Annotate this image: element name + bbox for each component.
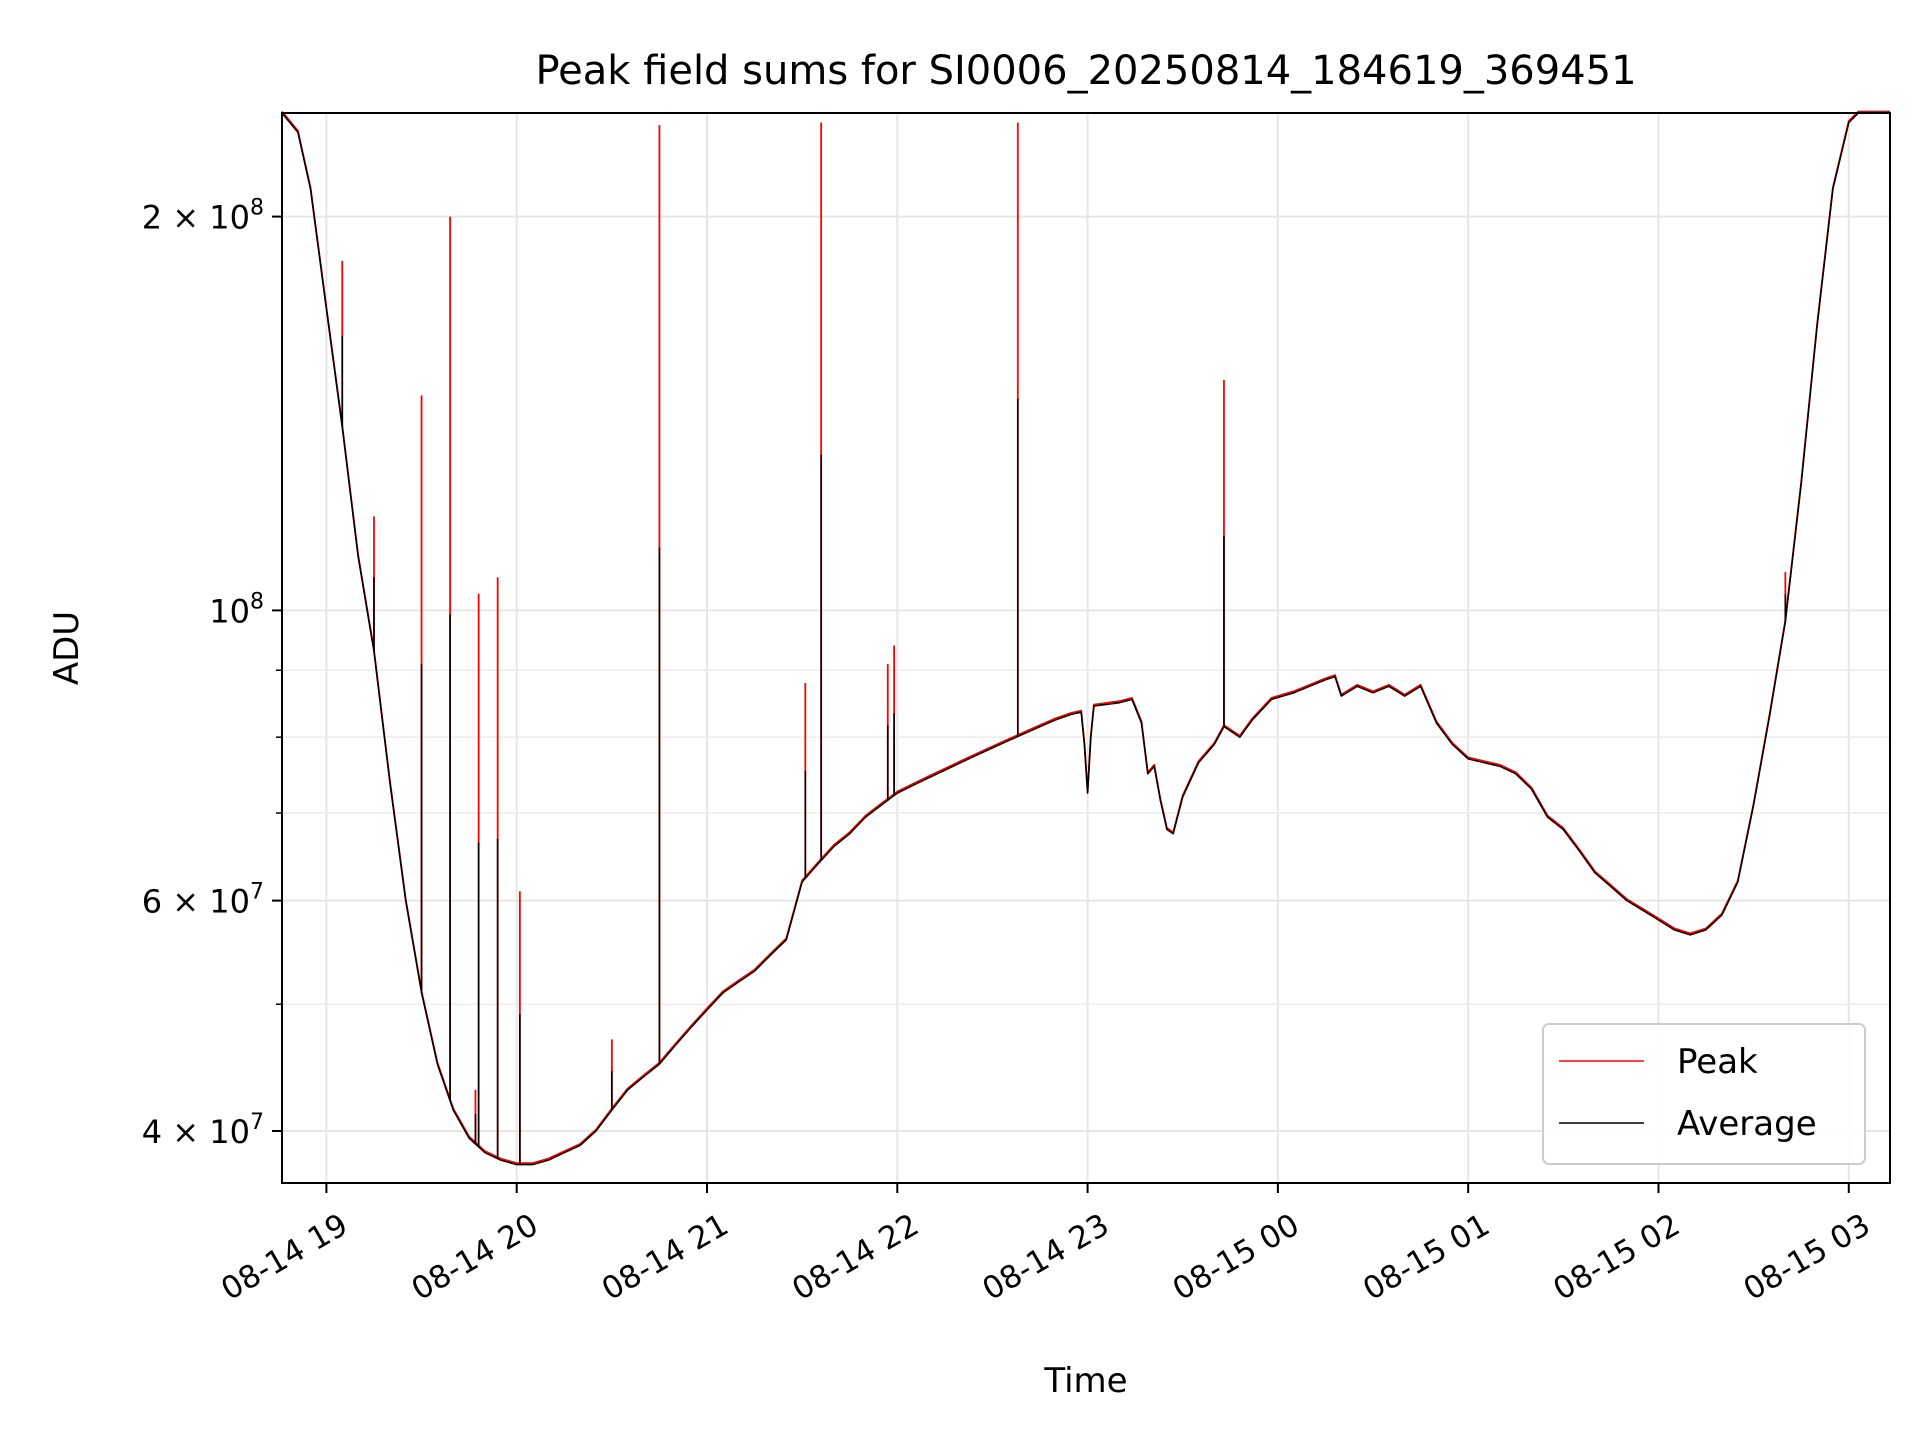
plot-frame xyxy=(281,112,1891,1184)
y-tick-label: 6 × 107 xyxy=(142,880,264,921)
y-tick-label: 2 × 108 xyxy=(142,196,264,237)
series-layer xyxy=(281,110,1890,1166)
y-axis-label: ADU xyxy=(47,611,87,685)
legend-label-peak: Peak xyxy=(1677,1042,1758,1082)
average-line xyxy=(281,112,1890,1166)
chart-title: Peak field sums for SI0006_20250814_1846… xyxy=(535,48,1636,94)
x-axis-label: Time xyxy=(1043,1361,1127,1401)
legend: Peak Average xyxy=(1542,1023,1866,1165)
y-tick-label: 4 × 107 xyxy=(142,1110,264,1151)
y-tick-label: 108 xyxy=(209,589,264,630)
legend-label-average: Average xyxy=(1677,1104,1817,1144)
legend-box xyxy=(1542,1023,1866,1165)
